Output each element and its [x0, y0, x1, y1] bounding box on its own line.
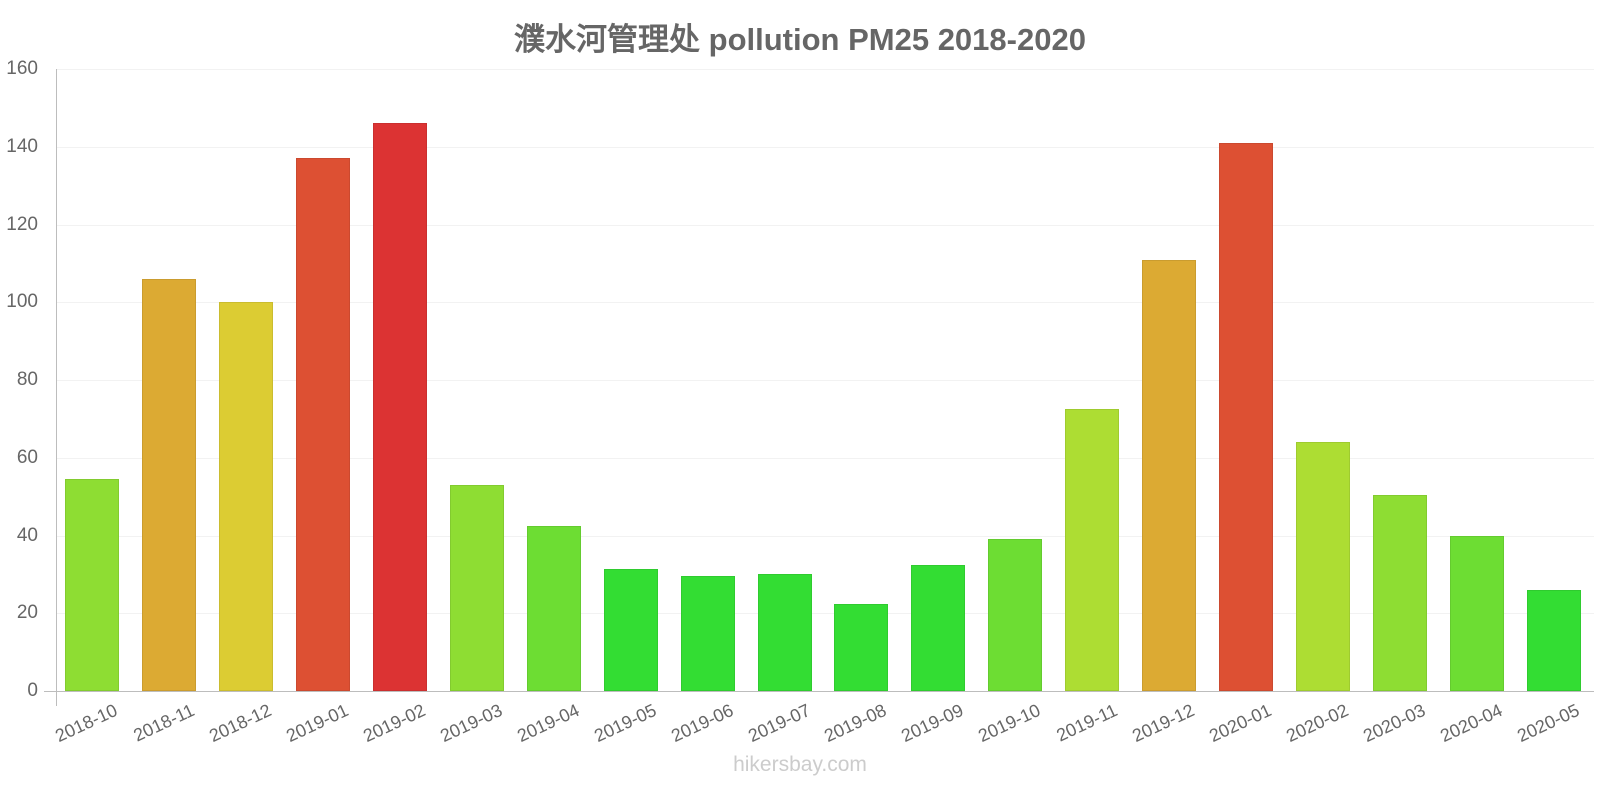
gridline — [56, 457, 1594, 459]
plot-area — [56, 69, 1594, 691]
bar-2019-05[interactable] — [603, 568, 658, 691]
gridline — [56, 380, 1594, 381]
y-tick-label: 60 — [16, 446, 38, 468]
bar-2019-04[interactable] — [526, 525, 581, 691]
gridline — [56, 613, 1594, 615]
watermark: hikersbay.com — [733, 753, 867, 776]
gridline — [56, 69, 1594, 70]
bar-2020-02[interactable] — [1295, 442, 1350, 691]
y-tick-label: 40 — [16, 524, 38, 546]
bar-2018-12[interactable] — [219, 302, 274, 691]
y-tick-label: 0 — [27, 680, 38, 701]
y-tick-label: 160 — [6, 58, 38, 79]
gridline — [56, 302, 1594, 304]
chart-title: 濮水河管理处 pollution PM25 2018-2020 — [514, 22, 1086, 57]
gridline — [56, 535, 1594, 537]
bar-2019-07[interactable] — [757, 574, 812, 691]
bar-2018-11[interactable] — [142, 278, 197, 691]
bar-2020-01[interactable] — [1218, 142, 1273, 691]
bar-2019-12[interactable] — [1142, 259, 1197, 691]
y-tick-label: 140 — [6, 135, 38, 157]
bar-2020-04[interactable] — [1449, 535, 1504, 691]
bar-2019-10[interactable] — [988, 539, 1043, 691]
bar-2020-05[interactable] — [1526, 589, 1581, 691]
bar-2019-11[interactable] — [1065, 409, 1120, 691]
y-tick-label: 120 — [6, 213, 38, 235]
bar-2018-10[interactable] — [65, 479, 120, 691]
bar-2019-08[interactable] — [834, 603, 889, 691]
x-axis-line — [44, 691, 1594, 692]
bar-2019-02[interactable] — [373, 123, 428, 691]
bar-2019-09[interactable] — [911, 564, 966, 691]
bar-2019-03[interactable] — [449, 484, 504, 691]
y-tick-label: 100 — [6, 291, 38, 313]
y-axis-line — [56, 69, 57, 706]
y-tick-label: 20 — [16, 602, 38, 624]
gridline — [56, 146, 1594, 148]
gridline — [56, 224, 1594, 226]
bar-2019-06[interactable] — [680, 576, 735, 691]
bar-2020-03[interactable] — [1372, 494, 1427, 691]
bar-2019-01[interactable] — [296, 158, 351, 691]
y-tick-label: 80 — [16, 369, 38, 390]
